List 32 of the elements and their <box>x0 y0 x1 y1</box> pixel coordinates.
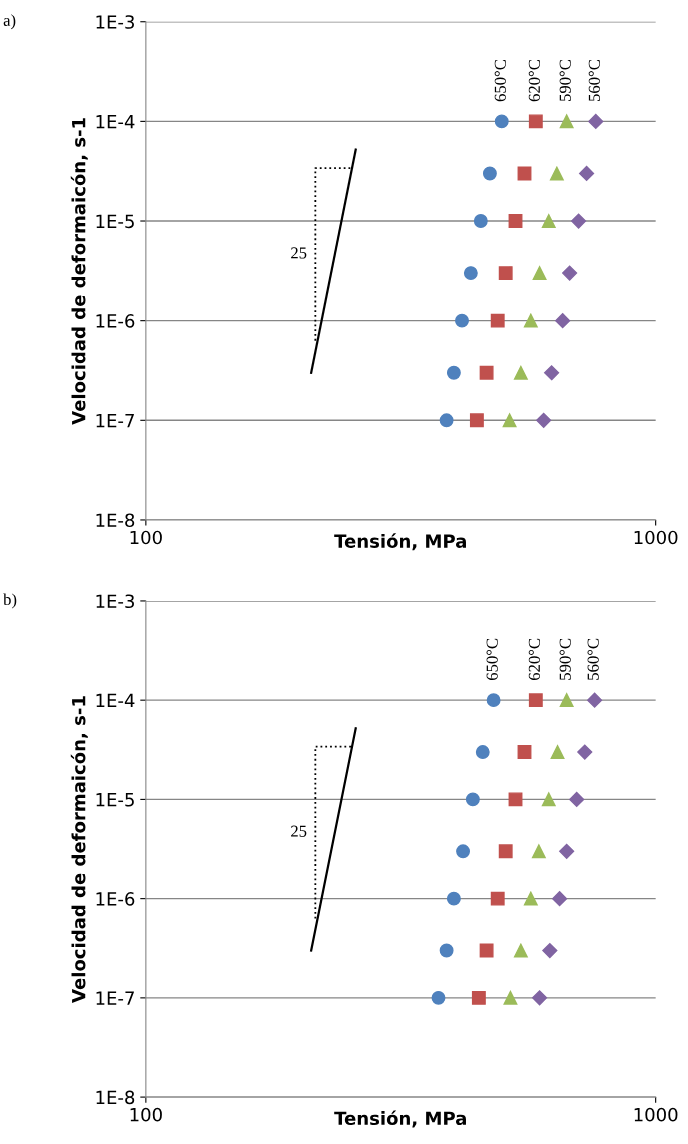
y-axis-title: Velocidad de deformaicón, s-1 <box>70 696 88 1003</box>
y-tick-label: 1E-7 <box>96 414 134 428</box>
y-tick-label: 1E-5 <box>96 214 134 229</box>
y-axis-title: Velocidad de deformaicón, s-1 <box>70 118 88 425</box>
annotation: 25 <box>291 825 307 837</box>
text: 590°C <box>559 60 571 101</box>
text: 650°C <box>494 60 506 102</box>
x-axis-title: Tensión, MPa <box>334 1110 466 1128</box>
x-tick-label: 100 <box>130 530 162 545</box>
x-tick-label: 100 <box>130 1107 162 1122</box>
y-tick-label: 1E-8 <box>96 1090 135 1105</box>
y-tick-label: 1E-5 <box>96 793 134 807</box>
text: 590°C <box>559 638 571 680</box>
x-tick-label: 1000 <box>634 530 678 545</box>
text: b) <box>3 593 17 609</box>
y-tick-label: 1E-8 <box>96 513 135 528</box>
y-tick-label: 1E-4 <box>96 115 135 129</box>
y-tick-label: 1E-6 <box>96 892 135 906</box>
text: 650°C <box>486 638 498 681</box>
y-tick-label: 1E-3 <box>96 594 134 609</box>
text: 560°C <box>587 638 599 680</box>
x-axis-title: Tensión, MPa <box>334 533 466 551</box>
y-tick-label: 1E-6 <box>96 314 135 328</box>
text: 620°C <box>528 60 540 102</box>
x-tick-label: 1000 <box>634 1107 678 1122</box>
y-tick-label: 1E-7 <box>96 991 134 1005</box>
annotation: 25 <box>291 247 307 259</box>
text: 560°C <box>588 60 600 101</box>
y-tick-label: 1E-3 <box>96 15 134 29</box>
text: 620°C <box>528 638 540 681</box>
y-tick-label: 1E-4 <box>96 693 135 708</box>
text: a) <box>3 14 16 30</box>
